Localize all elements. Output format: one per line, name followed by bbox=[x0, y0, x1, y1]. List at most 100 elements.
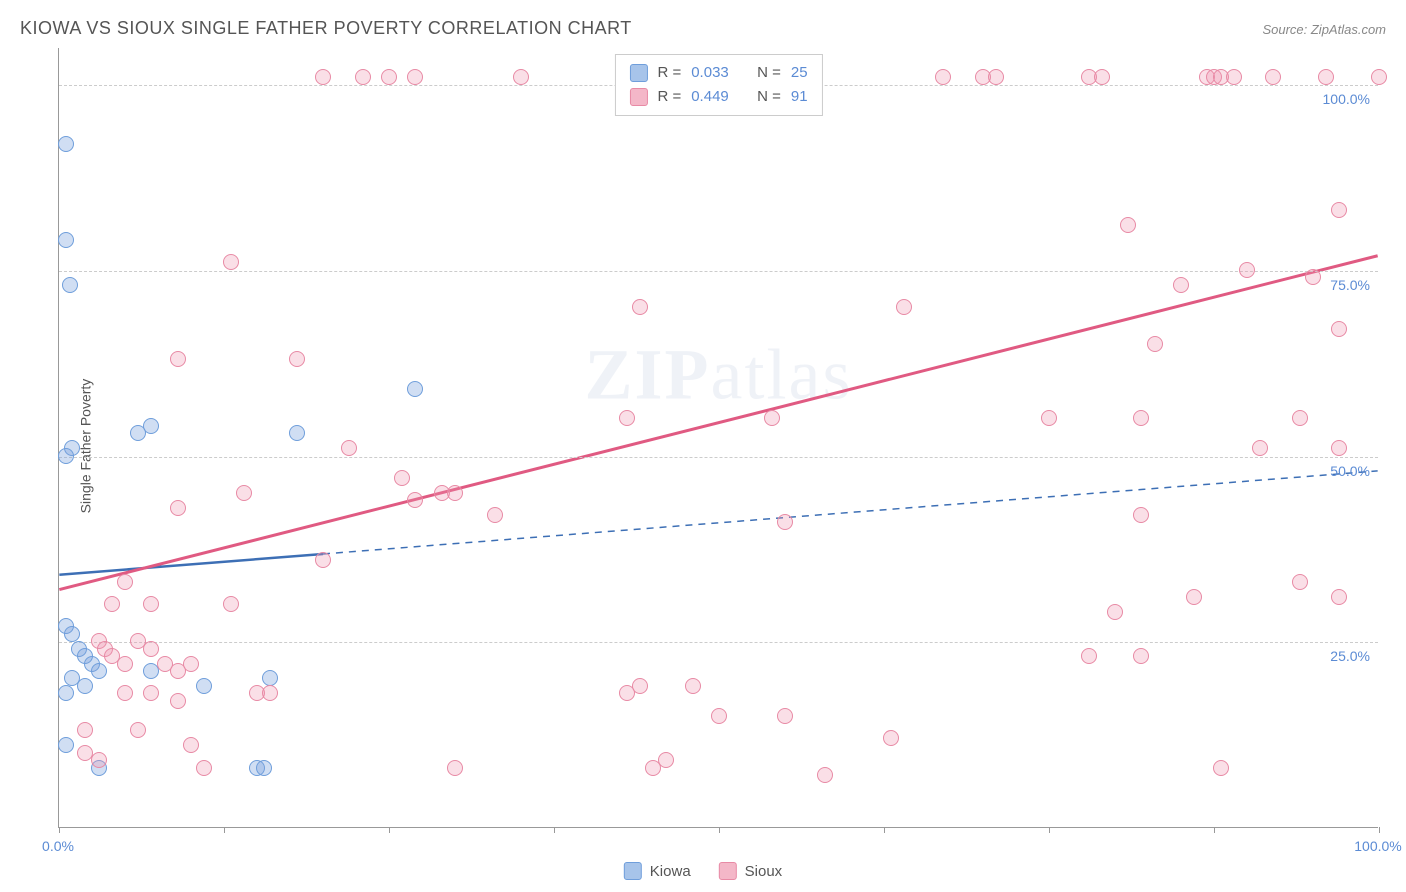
legend-bottom-item: Kiowa bbox=[624, 862, 691, 880]
scatter-point bbox=[58, 685, 74, 701]
scatter-point bbox=[685, 678, 701, 694]
scatter-point bbox=[1120, 217, 1136, 233]
scatter-point bbox=[1331, 589, 1347, 605]
legend-n-value: 91 bbox=[791, 85, 808, 109]
scatter-point bbox=[1186, 589, 1202, 605]
scatter-point bbox=[289, 425, 305, 441]
scatter-point bbox=[170, 500, 186, 516]
legend-label: Kiowa bbox=[650, 863, 691, 880]
legend-swatch bbox=[629, 88, 647, 106]
legend-n-label: N = bbox=[757, 85, 781, 109]
scatter-point bbox=[777, 514, 793, 530]
scatter-point bbox=[1226, 69, 1242, 85]
scatter-point bbox=[236, 485, 252, 501]
scatter-point bbox=[315, 552, 331, 568]
scatter-point bbox=[196, 760, 212, 776]
gridline bbox=[59, 271, 1378, 272]
scatter-point bbox=[315, 69, 331, 85]
legend-label: Sioux bbox=[745, 863, 783, 880]
scatter-point bbox=[117, 656, 133, 672]
gridline bbox=[59, 642, 1378, 643]
y-tick-label: 75.0% bbox=[1330, 277, 1370, 293]
scatter-point bbox=[289, 351, 305, 367]
x-tick bbox=[1379, 827, 1380, 833]
scatter-point bbox=[1305, 269, 1321, 285]
y-tick-label: 100.0% bbox=[1323, 91, 1370, 107]
x-tick bbox=[719, 827, 720, 833]
x-tick bbox=[224, 827, 225, 833]
watermark-light: atlas bbox=[711, 335, 853, 415]
scatter-point bbox=[817, 767, 833, 783]
series-legend: Kiowa Sioux bbox=[624, 862, 782, 880]
trend-line-solid bbox=[59, 256, 1377, 590]
chart-title: KIOWA VS SIOUX SINGLE FATHER POVERTY COR… bbox=[20, 18, 632, 39]
scatter-point bbox=[883, 730, 899, 746]
x-tick bbox=[1049, 827, 1050, 833]
scatter-point bbox=[1331, 202, 1347, 218]
scatter-point bbox=[262, 685, 278, 701]
legend-r-value: 0.033 bbox=[691, 61, 729, 85]
scatter-point bbox=[513, 69, 529, 85]
scatter-point bbox=[632, 678, 648, 694]
scatter-point bbox=[183, 656, 199, 672]
scatter-point bbox=[1292, 410, 1308, 426]
scatter-point bbox=[1081, 648, 1097, 664]
scatter-point bbox=[1133, 648, 1149, 664]
scatter-point bbox=[58, 737, 74, 753]
scatter-point bbox=[935, 69, 951, 85]
scatter-point bbox=[143, 685, 159, 701]
scatter-point bbox=[117, 574, 133, 590]
scatter-point bbox=[619, 410, 635, 426]
scatter-point bbox=[58, 448, 74, 464]
scatter-point bbox=[117, 685, 133, 701]
watermark-bold: ZIP bbox=[585, 335, 711, 415]
gridline bbox=[59, 457, 1378, 458]
scatter-point bbox=[262, 670, 278, 686]
correlation-legend: R = 0.033 N = 25R = 0.449 N = 91 bbox=[614, 54, 822, 116]
scatter-point bbox=[1239, 262, 1255, 278]
legend-bottom-item: Sioux bbox=[719, 862, 783, 880]
scatter-point bbox=[407, 381, 423, 397]
scatter-point bbox=[487, 507, 503, 523]
source-attribution: Source: ZipAtlas.com bbox=[1262, 22, 1386, 37]
scatter-point bbox=[183, 737, 199, 753]
scatter-point bbox=[764, 410, 780, 426]
scatter-point bbox=[1094, 69, 1110, 85]
scatter-point bbox=[143, 418, 159, 434]
x-tick-label-left: 0.0% bbox=[42, 838, 74, 854]
scatter-point bbox=[394, 470, 410, 486]
scatter-point bbox=[1331, 440, 1347, 456]
x-tick bbox=[1214, 827, 1215, 833]
x-tick bbox=[389, 827, 390, 833]
x-tick-label-right: 100.0% bbox=[1354, 838, 1401, 854]
x-tick bbox=[554, 827, 555, 833]
scatter-point bbox=[1147, 336, 1163, 352]
scatter-point bbox=[381, 69, 397, 85]
scatter-point bbox=[91, 663, 107, 679]
scatter-point bbox=[143, 596, 159, 612]
scatter-point bbox=[196, 678, 212, 694]
scatter-point bbox=[1133, 410, 1149, 426]
trend-line-solid bbox=[59, 554, 323, 575]
legend-swatch bbox=[629, 64, 647, 82]
scatter-point bbox=[1107, 604, 1123, 620]
scatter-point bbox=[407, 69, 423, 85]
legend-row: R = 0.449 N = 91 bbox=[629, 85, 807, 109]
scatter-point bbox=[223, 254, 239, 270]
legend-r-value: 0.449 bbox=[691, 85, 729, 109]
scatter-point bbox=[447, 485, 463, 501]
scatter-point bbox=[1265, 69, 1281, 85]
legend-swatch bbox=[624, 862, 642, 880]
y-tick-label: 50.0% bbox=[1330, 463, 1370, 479]
trend-line-dashed bbox=[323, 471, 1378, 554]
x-tick bbox=[59, 827, 60, 833]
scatter-point bbox=[223, 596, 239, 612]
scatter-point bbox=[170, 693, 186, 709]
scatter-point bbox=[1292, 574, 1308, 590]
scatter-point bbox=[711, 708, 727, 724]
scatter-point bbox=[77, 678, 93, 694]
scatter-point bbox=[1173, 277, 1189, 293]
scatter-point bbox=[355, 69, 371, 85]
scatter-point bbox=[62, 277, 78, 293]
scatter-point bbox=[58, 136, 74, 152]
